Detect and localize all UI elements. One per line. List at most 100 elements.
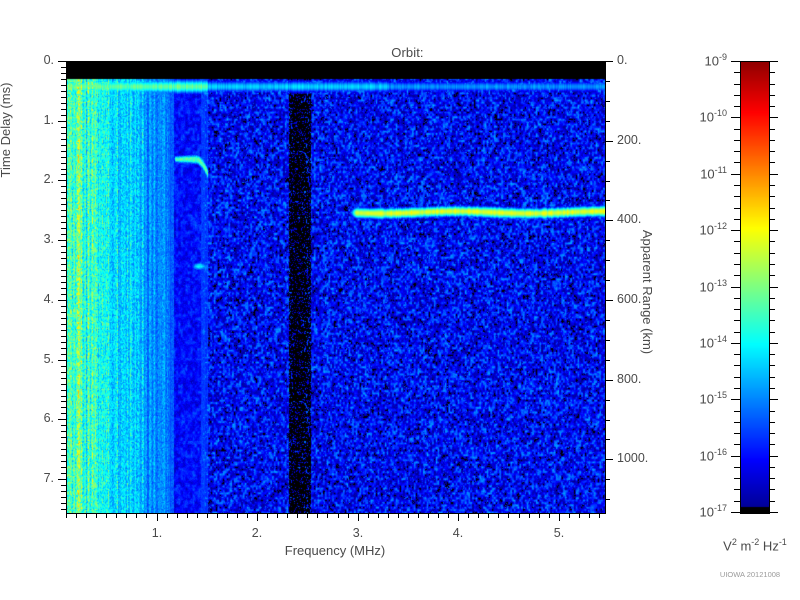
y2-minor-tick bbox=[605, 280, 610, 281]
y-minor-tick bbox=[61, 115, 66, 116]
colorbar-minor-tick bbox=[734, 162, 740, 163]
x-minor-tick bbox=[408, 513, 409, 518]
y-tick-label-4: 4. bbox=[43, 292, 54, 306]
colorbar-minor-tick bbox=[769, 129, 775, 130]
colorbar-minor-tick bbox=[769, 354, 775, 355]
colorbar-major-tick bbox=[731, 512, 740, 513]
x-minor-tick bbox=[418, 513, 419, 518]
x-minor-tick bbox=[287, 513, 288, 518]
colorbar-minor-tick bbox=[734, 309, 740, 310]
colorbar-minor-tick bbox=[769, 196, 775, 197]
colorbar-minor-tick bbox=[769, 388, 775, 389]
y-minor-tick bbox=[61, 246, 66, 247]
y-minor-tick bbox=[61, 294, 66, 295]
y-minor-tick bbox=[61, 413, 66, 414]
y-minor-tick bbox=[61, 485, 66, 486]
y-major-tick bbox=[58, 61, 66, 62]
y-minor-tick bbox=[61, 127, 66, 128]
colorbar-minor-tick bbox=[734, 196, 740, 197]
y2-minor-tick bbox=[605, 240, 610, 241]
x-minor-tick bbox=[207, 513, 208, 518]
y-minor-tick bbox=[61, 461, 66, 462]
colorbar-minor-tick bbox=[769, 275, 775, 276]
y2-major-tick bbox=[605, 220, 613, 221]
y2-minor-tick bbox=[605, 360, 610, 361]
y-major-tick bbox=[58, 180, 66, 181]
colorbar bbox=[740, 61, 770, 514]
y-minor-tick bbox=[61, 151, 66, 152]
colorbar-tick-label-6: 10-15 bbox=[699, 390, 727, 407]
y2-minor-tick bbox=[605, 81, 610, 82]
y-minor-tick bbox=[61, 282, 66, 283]
colorbar-minor-tick bbox=[734, 298, 740, 299]
x-axis-title: Frequency (MHz) bbox=[284, 543, 386, 558]
colorbar-minor-tick bbox=[769, 106, 775, 107]
colorbar-minor-tick bbox=[769, 377, 775, 378]
radargram-heatmap-canvas bbox=[67, 62, 605, 513]
x-minor-tick bbox=[96, 513, 97, 518]
colorbar-minor-tick bbox=[769, 489, 775, 490]
x-minor-tick bbox=[126, 513, 127, 518]
colorbar-major-tick bbox=[769, 399, 778, 400]
y-minor-tick bbox=[61, 198, 66, 199]
y-minor-tick bbox=[61, 431, 66, 432]
y2-minor-tick bbox=[605, 200, 610, 201]
colorbar-minor-tick bbox=[734, 219, 740, 220]
x-minor-tick bbox=[579, 513, 580, 518]
y-minor-tick bbox=[61, 103, 66, 104]
y-minor-tick bbox=[61, 174, 66, 175]
y2-tick-label-3: 600. bbox=[617, 292, 642, 306]
y-minor-tick bbox=[61, 378, 66, 379]
orbit-label: Orbit: bbox=[391, 45, 424, 60]
y2-minor-tick bbox=[605, 181, 610, 182]
x-minor-tick bbox=[227, 513, 228, 518]
colorbar-units-label: V2 m-2 Hz-1 bbox=[723, 537, 787, 554]
x-minor-tick bbox=[197, 513, 198, 518]
y-tick-label-0: 0. bbox=[43, 53, 54, 67]
x-minor-tick bbox=[76, 513, 77, 518]
y-major-tick bbox=[58, 479, 66, 480]
y-minor-tick bbox=[61, 288, 66, 289]
colorbar-minor-tick bbox=[769, 208, 775, 209]
colorbar-minor-tick bbox=[734, 478, 740, 479]
colorbar-minor-tick bbox=[734, 354, 740, 355]
colorbar-major-tick bbox=[769, 512, 778, 513]
y-minor-tick bbox=[61, 85, 66, 86]
x-minor-tick bbox=[599, 513, 600, 518]
x-minor-tick bbox=[146, 513, 147, 518]
colorbar-major-tick bbox=[731, 174, 740, 175]
y2-minor-tick bbox=[605, 260, 610, 261]
y-minor-tick bbox=[61, 73, 66, 74]
y-minor-tick bbox=[61, 396, 66, 397]
y2-minor-tick bbox=[605, 161, 610, 162]
y-axis-title: Time Delay (ms) bbox=[0, 82, 13, 178]
colorbar-minor-tick bbox=[769, 501, 775, 502]
y-minor-tick bbox=[61, 306, 66, 307]
colorbar-minor-tick bbox=[734, 185, 740, 186]
y-minor-tick bbox=[61, 449, 66, 450]
y-minor-tick bbox=[61, 97, 66, 98]
colorbar-minor-tick bbox=[734, 365, 740, 366]
colorbar-minor-tick bbox=[769, 422, 775, 423]
x-major-tick bbox=[458, 513, 459, 521]
x-major-tick bbox=[157, 513, 158, 521]
x-tick-label-4: 5. bbox=[553, 526, 565, 540]
x-minor-tick bbox=[539, 513, 540, 518]
colorbar-minor-tick bbox=[734, 106, 740, 107]
colorbar-minor-tick bbox=[769, 253, 775, 254]
x-minor-tick bbox=[247, 513, 248, 518]
y-minor-tick bbox=[61, 354, 66, 355]
colorbar-minor-tick bbox=[734, 422, 740, 423]
x-minor-tick bbox=[428, 513, 429, 518]
x-minor-tick bbox=[187, 513, 188, 518]
colorbar-major-tick bbox=[769, 230, 778, 231]
x-minor-tick bbox=[388, 513, 389, 518]
colorbar-minor-tick bbox=[769, 162, 775, 163]
x-minor-tick bbox=[307, 513, 308, 518]
y-minor-tick bbox=[61, 348, 66, 349]
x-tick-label-3: 4. bbox=[452, 526, 464, 540]
x-minor-tick bbox=[348, 513, 349, 518]
y-minor-tick bbox=[61, 169, 66, 170]
colorbar-minor-tick bbox=[769, 264, 775, 265]
y-minor-tick bbox=[61, 139, 66, 140]
